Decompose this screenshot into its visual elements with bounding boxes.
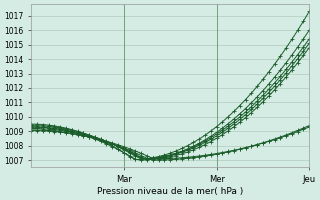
X-axis label: Pression niveau de la mer( hPa ): Pression niveau de la mer( hPa ) xyxy=(97,187,243,196)
